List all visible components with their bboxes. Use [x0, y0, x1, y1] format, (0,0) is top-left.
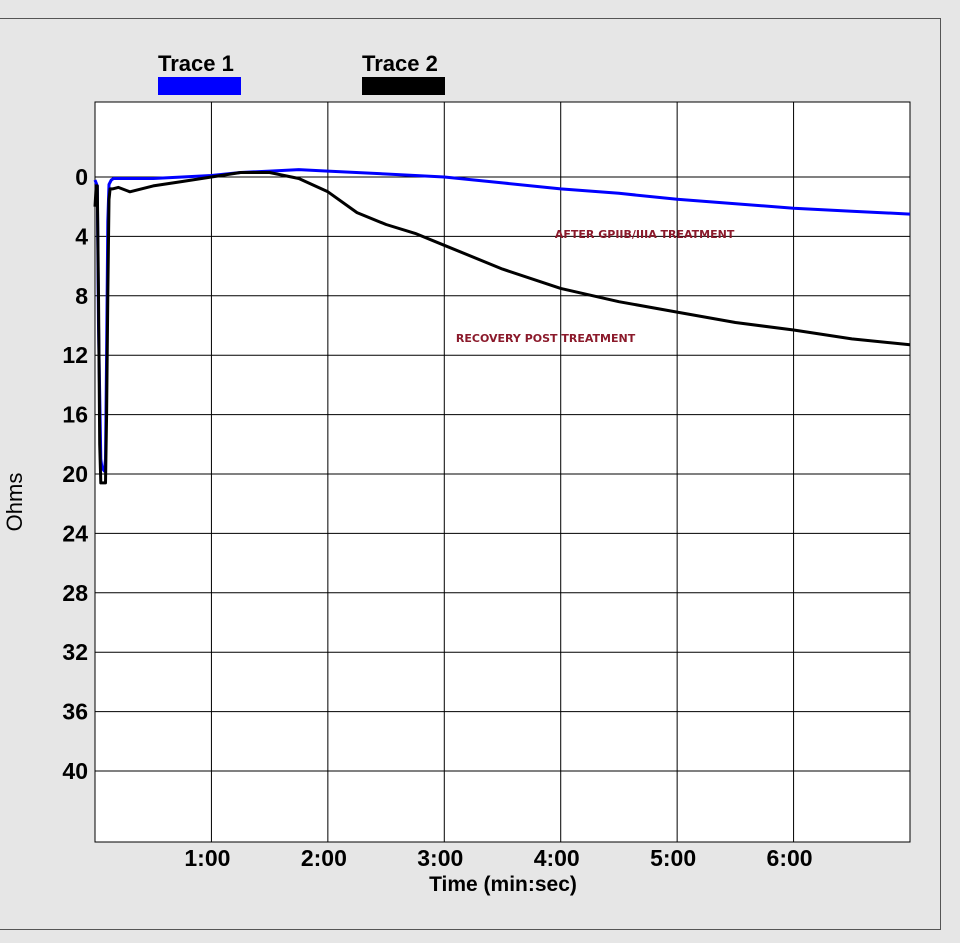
plot-area [94, 101, 911, 843]
y-tick-label: 8 [75, 283, 88, 309]
x-tick-label: 3:00 [417, 845, 463, 871]
x-tick-label: 2:00 [301, 845, 347, 871]
series-line-trace-1 [93, 168, 911, 473]
y-tick-label: 12 [62, 342, 88, 368]
x-tick-label: 4:00 [534, 845, 580, 871]
series-lines [93, 168, 911, 485]
y-tick-labels: 0 4 8 12 16 20 24 28 32 36 40 [62, 164, 88, 784]
legend-label-trace-1: Trace 1 [158, 51, 234, 76]
y-tick-label: 28 [62, 580, 88, 606]
annotation-2: RECOVERY POST TREATMENT [456, 332, 636, 345]
y-tick-label: 32 [62, 639, 88, 665]
y-tick-label: 20 [62, 461, 88, 487]
y-tick-label: 4 [75, 223, 88, 249]
x-axis-title: Time (min:sec) [429, 873, 577, 896]
legend-swatch-trace-1 [158, 77, 241, 95]
annotations: AFTER GPIIB/IIIA TREATMENT RECOVERY POST … [456, 228, 735, 345]
legend: Trace 1 Trace 2 [158, 51, 445, 95]
series-line-trace-2 [93, 171, 911, 485]
x-tick-label: 6:00 [767, 845, 813, 871]
y-tick-label: 24 [62, 520, 88, 546]
x-tick-labels: 1:00 2:00 3:00 4:00 5:00 6:00 [184, 845, 812, 871]
grid [95, 102, 910, 842]
y-axis-title: Ohms [2, 473, 27, 532]
legend-label-trace-2: Trace 2 [362, 51, 438, 76]
legend-swatch-trace-2 [362, 77, 445, 95]
annotation-1: AFTER GPIIB/IIIA TREATMENT [555, 228, 735, 241]
y-tick-label: 40 [62, 758, 88, 784]
y-tick-label: 36 [62, 699, 88, 725]
x-tick-label: 1:00 [184, 845, 230, 871]
y-tick-label: 16 [62, 402, 88, 428]
y-tick-label: 0 [75, 164, 88, 190]
x-tick-label: 5:00 [650, 845, 696, 871]
